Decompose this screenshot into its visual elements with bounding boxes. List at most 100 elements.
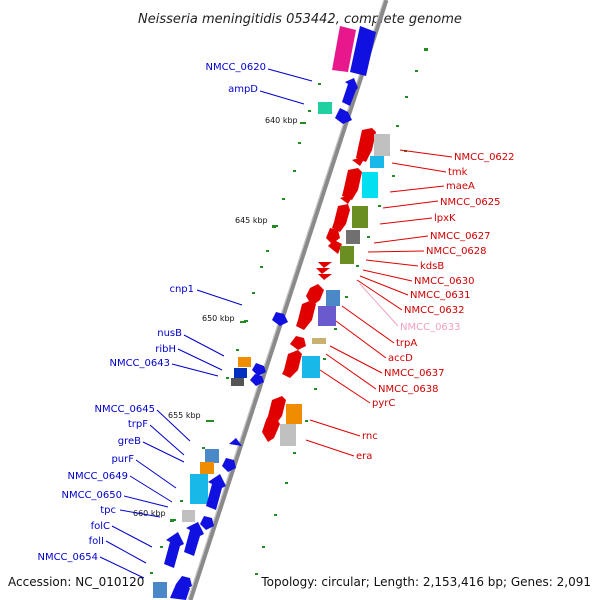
gene-arrow (290, 336, 306, 350)
tick-label: 655 kbp (168, 411, 201, 420)
gene-label[interactable]: trpA (396, 338, 417, 349)
gene-arrow (318, 274, 332, 280)
gene-arrow (326, 228, 340, 244)
gene-label[interactable]: NMCC_0627 (430, 231, 491, 242)
gene-label[interactable]: greB (118, 436, 141, 447)
gene-arrow (332, 26, 356, 72)
gene-box (200, 462, 214, 474)
gene-label[interactable]: ampD (228, 84, 258, 95)
gene-label[interactable]: purF (111, 454, 134, 465)
gene-arrow (350, 26, 376, 76)
gene-arrow (332, 204, 350, 232)
gene-label[interactable]: NMCC_0631 (410, 290, 471, 301)
gene-arrow (272, 312, 288, 326)
gene-arrow (282, 350, 302, 378)
gene-arrow (306, 284, 324, 306)
tick-label: 645 kbp (235, 216, 268, 225)
gene-box (312, 338, 326, 344)
gene-box (302, 356, 320, 378)
gene-box (326, 290, 340, 306)
right-leader-lines (305, 149, 453, 457)
gene-arrow (342, 78, 358, 106)
gene-arrow (296, 300, 316, 330)
gene-box (234, 368, 247, 378)
scale-dots-outer (255, 48, 428, 575)
gene-box (318, 306, 336, 326)
gene-arrow (352, 156, 366, 166)
gene-box (153, 582, 167, 598)
gene-label[interactable]: NMCC_0649 (67, 471, 128, 482)
gene-arrow (229, 438, 242, 446)
gene-label[interactable]: NMCC_0654 (37, 552, 98, 563)
kbp-ticks: 640 kbp 645 kbp 650 kbp 655 kbp 660 kbp (133, 116, 306, 521)
gene-label[interactable]: NMCC_0637 (384, 368, 445, 379)
gene-label[interactable]: NMCC_0628 (426, 246, 487, 257)
gene-box (352, 206, 368, 228)
gene-arrow (170, 584, 190, 600)
gene-label[interactable]: NMCC_0650 (61, 490, 122, 501)
gene-label[interactable]: era (356, 451, 372, 462)
gene-arrow (342, 168, 362, 200)
gene-arrow (328, 240, 342, 254)
gene-label-pseudo[interactable]: NMCC_0633 (400, 322, 461, 333)
genome-backbone (187, 0, 389, 600)
gene-label[interactable]: tmk (448, 167, 468, 178)
gene-box (190, 474, 208, 504)
gene-label[interactable]: folI (89, 536, 104, 547)
gene-box (182, 510, 195, 522)
gene-box (362, 172, 378, 198)
gene-label[interactable]: trpF (128, 419, 148, 430)
gene-arrow (356, 128, 376, 162)
gene-label[interactable]: NMCC_0643 (109, 358, 170, 369)
right-gene-labels: NMCC_0622 tmk maeA NMCC_0625 lpxK NMCC_0… (356, 152, 515, 462)
gene-arrow (316, 268, 330, 274)
forward-strand-genes (153, 26, 376, 600)
gene-label[interactable]: NMCC_0625 (440, 197, 501, 208)
tick-label: 650 kbp (202, 314, 235, 323)
gene-label[interactable]: nusB (157, 328, 182, 339)
gene-label[interactable]: NMCC_0622 (454, 152, 515, 163)
gene-label[interactable]: folC (91, 521, 110, 532)
gene-arrow (250, 374, 264, 386)
accession-text: Accession: NC_010120 (8, 575, 144, 589)
gene-box (346, 230, 360, 244)
map-title: Neisseria meningitidis 053442, complete … (138, 12, 462, 27)
gene-arrow (252, 363, 266, 376)
gene-label[interactable]: lpxK (434, 213, 456, 224)
gene-label[interactable]: kdsB (420, 261, 444, 272)
gene-arrow (164, 532, 184, 568)
gene-box (340, 246, 354, 264)
gene-label[interactable]: NMCC_0632 (404, 305, 465, 316)
tick-label: 660 kbp (133, 509, 166, 518)
left-gene-labels: NMCC_0620 ampD cnp1 nusB ribH NMCC_0643 … (37, 62, 266, 563)
gene-label[interactable]: accD (388, 353, 413, 364)
gene-arrow (335, 108, 352, 124)
gene-box (370, 156, 384, 168)
gene-box (231, 378, 244, 386)
gene-label[interactable]: tpc (100, 505, 116, 516)
gene-box (280, 424, 296, 446)
gene-label[interactable]: ribH (155, 344, 176, 355)
gene-label[interactable]: NMCC_0630 (414, 276, 475, 287)
gene-arrow (200, 516, 214, 530)
gene-label[interactable]: NMCC_0638 (378, 384, 439, 395)
gene-box (286, 404, 302, 424)
gene-label[interactable]: NMCC_0645 (94, 404, 155, 415)
gene-box (238, 357, 251, 367)
reverse-strand-genes (262, 128, 390, 446)
gene-label[interactable]: pyrC (372, 398, 395, 409)
gene-box (374, 134, 390, 156)
gene-arrow (222, 458, 236, 472)
pseudo-leader-line (359, 283, 399, 327)
gene-label[interactable]: maeA (446, 181, 475, 192)
gene-box (318, 102, 332, 114)
gene-box (205, 449, 219, 463)
genome-summary-text: Topology: circular; Length: 2,153,416 bp… (260, 575, 591, 589)
gene-arrow (184, 522, 204, 556)
gene-arrow (262, 418, 280, 442)
gene-label[interactable]: cnp1 (169, 284, 194, 295)
gene-label[interactable]: rnc (362, 431, 378, 442)
tick-label: 640 kbp (265, 116, 298, 125)
gene-label[interactable]: NMCC_0620 (205, 62, 266, 73)
